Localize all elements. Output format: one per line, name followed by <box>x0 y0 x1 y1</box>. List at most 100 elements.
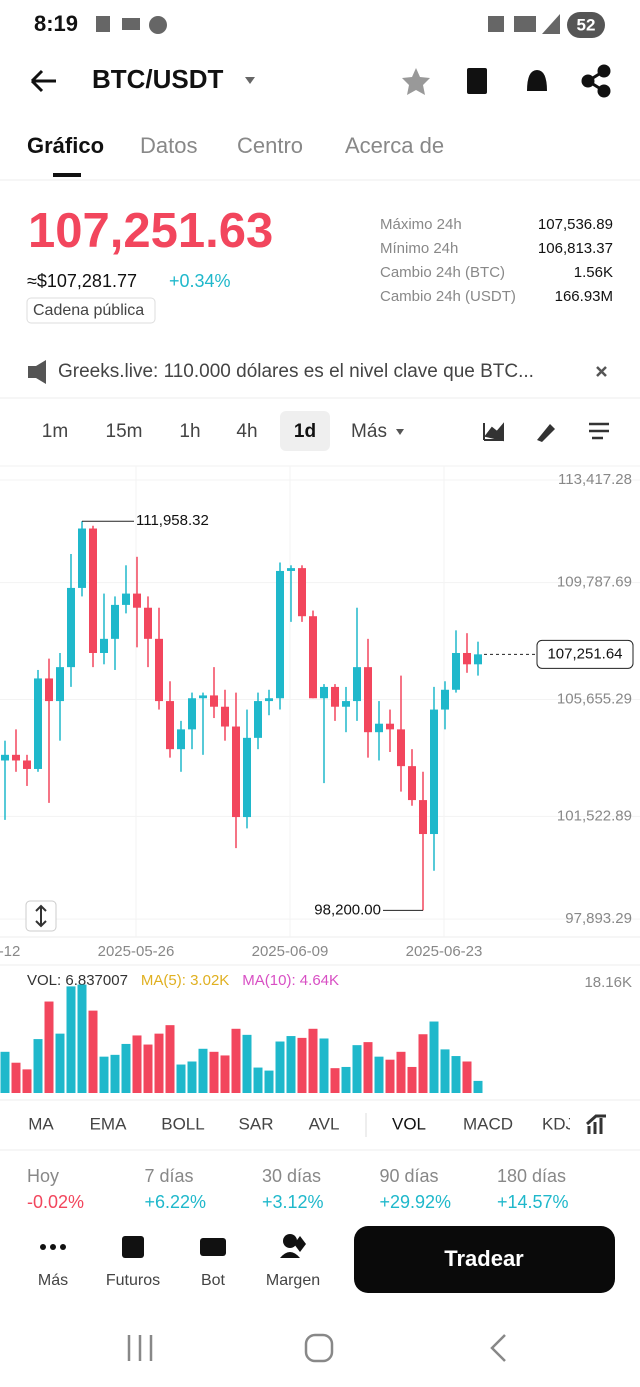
candle-body <box>254 701 262 738</box>
candle-body <box>430 709 438 835</box>
volume-legend: MA(10): 4.64K <box>242 972 339 989</box>
candle-body <box>199 695 207 699</box>
more-caret[interactable] <box>396 429 404 435</box>
indicator[interactable]: EMA <box>90 1114 128 1133</box>
stat-label: Cambio 24h (BTC) <box>380 264 505 281</box>
candle-body <box>188 698 196 730</box>
period: 180 días <box>497 1166 566 1186</box>
volume-bar <box>44 1001 54 1093</box>
interval[interactable]: 1h <box>179 421 200 442</box>
pair-dropdown[interactable] <box>245 77 255 84</box>
interval[interactable]: Más <box>351 421 387 442</box>
candle-body <box>287 568 295 571</box>
news-text[interactable]: Greeks.live: 110.000 dólares es el nivel… <box>58 361 534 382</box>
interval[interactable]: 15m <box>106 421 143 442</box>
indicator[interactable]: MA <box>28 1114 54 1133</box>
candle-body <box>133 593 141 608</box>
indicator[interactable]: KDJ <box>542 1114 574 1133</box>
volume-bar <box>110 1054 120 1093</box>
annotation: 98,200.00 <box>314 901 381 918</box>
bottom-bar: Más Futuros Bot Margen <box>38 1272 320 1289</box>
draw-icon[interactable] <box>537 424 555 442</box>
volume-bar <box>165 1025 175 1093</box>
volume-bar <box>429 1021 439 1093</box>
pair-title[interactable]: BTC/USDT <box>92 64 224 94</box>
volume-bar <box>253 1067 263 1093</box>
candle-body <box>353 667 361 702</box>
stat-value: 106,813.37 <box>538 240 613 257</box>
volume-bar <box>286 1036 296 1093</box>
candle-body <box>23 760 31 769</box>
last-price-label: 107,251.64 <box>547 645 622 662</box>
x-tick-label: 2025-05-26 <box>98 943 175 960</box>
bottom-item[interactable]: Más <box>38 1272 68 1289</box>
period-change: +6.22% <box>145 1192 207 1212</box>
volume-bar <box>242 1034 252 1093</box>
tab[interactable]: Acerca de <box>345 133 444 158</box>
volume-bar <box>319 1038 329 1093</box>
share-icon[interactable] <box>581 64 611 98</box>
y-tick-label: 105,655.29 <box>557 690 632 707</box>
candle-body <box>56 667 64 702</box>
interval[interactable]: 1d <box>294 421 316 442</box>
settings-icon[interactable] <box>589 422 609 440</box>
x-tick-label: 2025-06-23 <box>406 943 483 960</box>
favorite-icon[interactable] <box>402 68 430 95</box>
x-tick-label: 2025-06-09 <box>252 943 329 960</box>
candle-body <box>67 587 75 668</box>
volume-bar <box>352 1045 362 1093</box>
bottom-item[interactable]: Margen <box>266 1272 320 1289</box>
back-button[interactable] <box>30 69 56 93</box>
trade-label[interactable]: Tradear <box>444 1246 524 1271</box>
indicator[interactable]: MACD <box>463 1114 513 1133</box>
volume-bar <box>198 1048 208 1093</box>
volume-bar <box>77 984 87 1093</box>
indicator[interactable]: SAR <box>239 1114 274 1133</box>
candle-body <box>452 652 460 690</box>
volume-bar <box>407 1066 417 1093</box>
indicator[interactable]: VOL <box>392 1114 426 1133</box>
volume-bar <box>11 1062 21 1093</box>
candle-body <box>298 568 306 617</box>
close-news[interactable] <box>596 366 607 377</box>
notes-icon[interactable] <box>467 68 487 94</box>
candle-body <box>408 766 416 801</box>
indicator-settings[interactable] <box>586 1114 606 1134</box>
tag: Cadena pública <box>33 302 144 319</box>
candle-body <box>1 754 9 761</box>
candle-body <box>474 654 482 665</box>
indicator[interactable]: AVL <box>309 1114 340 1133</box>
volume-bar <box>297 1037 307 1093</box>
interval[interactable]: 1m <box>42 421 68 442</box>
trade-button[interactable] <box>354 1226 615 1293</box>
volume-bar <box>154 1033 164 1093</box>
nav-bar <box>127 1333 506 1363</box>
period-change: +3.12% <box>262 1192 324 1212</box>
tab[interactable]: Centro <box>237 133 303 158</box>
bottom-item[interactable]: Futuros <box>106 1272 160 1289</box>
volume-bar <box>440 1049 450 1093</box>
tab[interactable]: Datos <box>140 133 197 158</box>
stat-label: Máximo 24h <box>380 216 462 233</box>
candle-body <box>45 678 53 702</box>
volume-bar <box>418 1034 428 1093</box>
volume-bar <box>341 1066 351 1093</box>
y-tick-label: 18.16K <box>584 974 632 991</box>
stat-value: 1.56K <box>574 264 613 281</box>
interval[interactable]: 4h <box>236 421 257 442</box>
volume-bar <box>363 1042 373 1093</box>
alert-icon[interactable] <box>527 70 547 91</box>
candle-body <box>320 686 328 699</box>
volume-bar <box>462 1061 472 1093</box>
candle-body <box>89 528 97 653</box>
tab[interactable]: Gráfico <box>27 133 104 158</box>
volume-bar <box>308 1028 318 1093</box>
volume-bar <box>209 1051 219 1093</box>
indicator[interactable]: BOLL <box>161 1114 204 1133</box>
bottom-item[interactable]: Bot <box>201 1272 226 1289</box>
period: 30 días <box>262 1166 321 1186</box>
y-tick-label: 97,893.29 <box>565 910 632 927</box>
period: Hoy <box>27 1166 59 1186</box>
chart-type-icon[interactable] <box>483 422 504 442</box>
period-change: -0.02% <box>27 1192 84 1212</box>
